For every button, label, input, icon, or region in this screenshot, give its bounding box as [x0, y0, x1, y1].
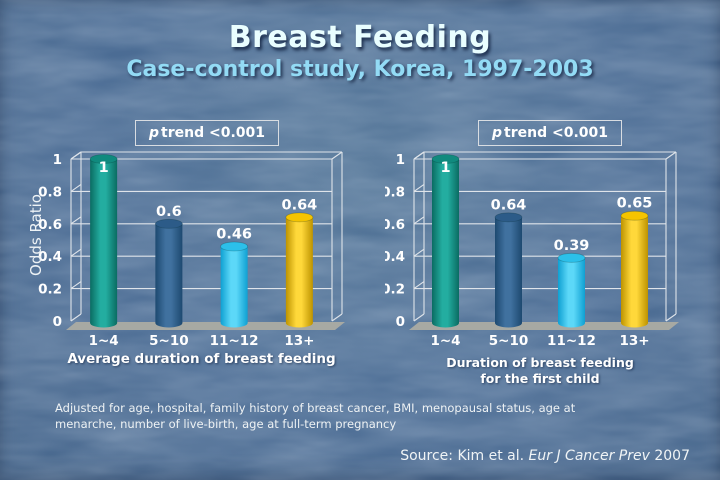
x-category-label: 5~10: [149, 333, 189, 349]
bar-cylinder: [155, 223, 183, 323]
bar-top-cap: [494, 212, 523, 223]
source-citation: Source: Kim et al. Eur J Cancer Prev 200…: [400, 448, 690, 464]
y-tick-label: 0.2: [38, 282, 62, 298]
bar-top-cap: [220, 241, 249, 252]
bar-cylinder: [285, 217, 313, 323]
frame-bottom-right-connector: [665, 313, 677, 322]
x-category-label: 1~4: [89, 333, 119, 349]
y-tick-label: 1: [396, 152, 405, 168]
gridline-wall-connector: [70, 248, 82, 257]
p-trend-text: trend <0.001: [161, 125, 265, 141]
p-symbol: p: [149, 125, 160, 141]
frame-top-right-connector: [665, 151, 677, 160]
gridline-wall-connector: [413, 183, 425, 192]
bar-top-cap: [557, 252, 586, 263]
bar-cylinder: [90, 159, 118, 323]
footnote: Adjusted for age, hospital, family histo…: [55, 401, 575, 432]
bar-cylinder: [621, 215, 648, 323]
x-category-label: 11~12: [547, 333, 596, 349]
x-category-label: 5~10: [489, 333, 529, 349]
y-tick-label: 0.6: [385, 217, 405, 233]
left-chart-canvas: 0 0.2 0.4 0.6 0.8 1 1 1~4 0.6 5~10 0.46 11~12 0.64 13…: [38, 151, 345, 349]
bar-value-label: 0.39: [554, 238, 590, 254]
y-tick-label: 1: [53, 152, 62, 168]
gridline-wall-connector: [413, 248, 425, 257]
bar-cylinder: [220, 246, 248, 323]
bar-top-cap: [431, 154, 460, 164]
footnote-line1: Adjusted for age, hospital, family histo…: [55, 401, 576, 415]
chart-floor: [409, 322, 679, 330]
chart-floor: [66, 322, 345, 330]
x-axis-title-right-line1: Duration of breast feeding: [446, 355, 634, 370]
bar-top-cap: [620, 210, 649, 221]
bar-cylinder: [432, 159, 459, 323]
y-tick-label: 0.8: [38, 184, 62, 200]
slide-subtitle: Case-control study, Korea, 1997-2003: [126, 57, 594, 82]
p-symbol: p: [492, 125, 503, 141]
bar-value-label: 0.64: [491, 197, 527, 213]
gridline-wall-connector: [70, 216, 82, 225]
bar-top-cap: [89, 154, 118, 164]
gridline-wall-connector: [413, 281, 425, 290]
y-tick-label: 0.2: [385, 282, 405, 298]
bar-cylinder: [558, 257, 585, 323]
bar-top-cap: [285, 212, 314, 223]
frame-top-right-connector: [331, 151, 343, 160]
x-category-label: 13+: [284, 333, 314, 349]
x-category-label: 1~4: [430, 333, 460, 349]
p-trend-text: trend <0.001: [504, 125, 608, 141]
bar-value-label: 0.6: [156, 204, 182, 220]
x-axis-title-right: Duration of breast feeding for the first…: [414, 355, 666, 388]
bar-value-label: 0.65: [617, 196, 653, 212]
slide-title: Breast Feeding: [228, 20, 492, 55]
x-axis-title-left: Average duration of breast feeding: [67, 351, 336, 367]
x-category-label: 11~12: [210, 333, 259, 349]
source-prefix: Source: Kim et al.: [400, 448, 529, 464]
y-tick-label: 0.8: [385, 184, 405, 200]
p-trend-annotation-left: p trend <0.001: [135, 120, 279, 146]
frame-bottom-left-connector: [413, 313, 425, 322]
bar-cylinder: [495, 217, 522, 323]
right-bar-chart: 0 0.2 0.4 0.6 0.8 1 1 1~4 0.64 5~10 0.39 11~12 0.65 1…: [381, 140, 715, 402]
gridline-wall-connector: [70, 183, 82, 192]
footnote-line2: menarche, number of live-birth, age at f…: [55, 416, 397, 431]
y-axis-title: Odds Ratio: [27, 194, 45, 276]
x-axis-title-right-line2: for the first child: [480, 371, 600, 387]
x-category-label: 13+: [619, 333, 649, 349]
gridline-wall-connector: [70, 281, 82, 290]
gridline-wall-connector: [413, 216, 425, 225]
y-tick-label: 0: [396, 314, 405, 330]
right-chart-canvas: 0 0.2 0.4 0.6 0.8 1 1 1~4 0.64 5~10 0.39 11~12 0.65 1…: [381, 151, 679, 349]
gridline-wall-connector: [70, 151, 82, 160]
bar-value-label: 1: [99, 160, 109, 176]
p-trend-annotation-right: p trend <0.001: [478, 120, 622, 146]
y-tick-label: 0.6: [38, 217, 62, 233]
bar-value-label: 1: [440, 160, 450, 176]
y-tick-label: 0: [53, 314, 62, 330]
gridline-wall-connector: [413, 151, 425, 160]
frame-bottom-left-connector: [70, 313, 82, 322]
source-year: 2007: [649, 448, 690, 464]
left-bar-chart: 0 0.2 0.4 0.6 0.8 1 1 1~4 0.6 5~10 0.46 11~12 0.64 13…: [20, 140, 350, 402]
y-tick-label: 0.4: [38, 249, 62, 265]
bar-value-label: 0.46: [216, 226, 252, 242]
y-tick-label: 0.4: [385, 249, 405, 265]
bar-top-cap: [154, 218, 183, 229]
frame-bottom-right-connector: [331, 313, 343, 322]
bar-value-label: 0.64: [281, 197, 317, 213]
source-journal: Eur J Cancer Prev: [528, 448, 650, 464]
